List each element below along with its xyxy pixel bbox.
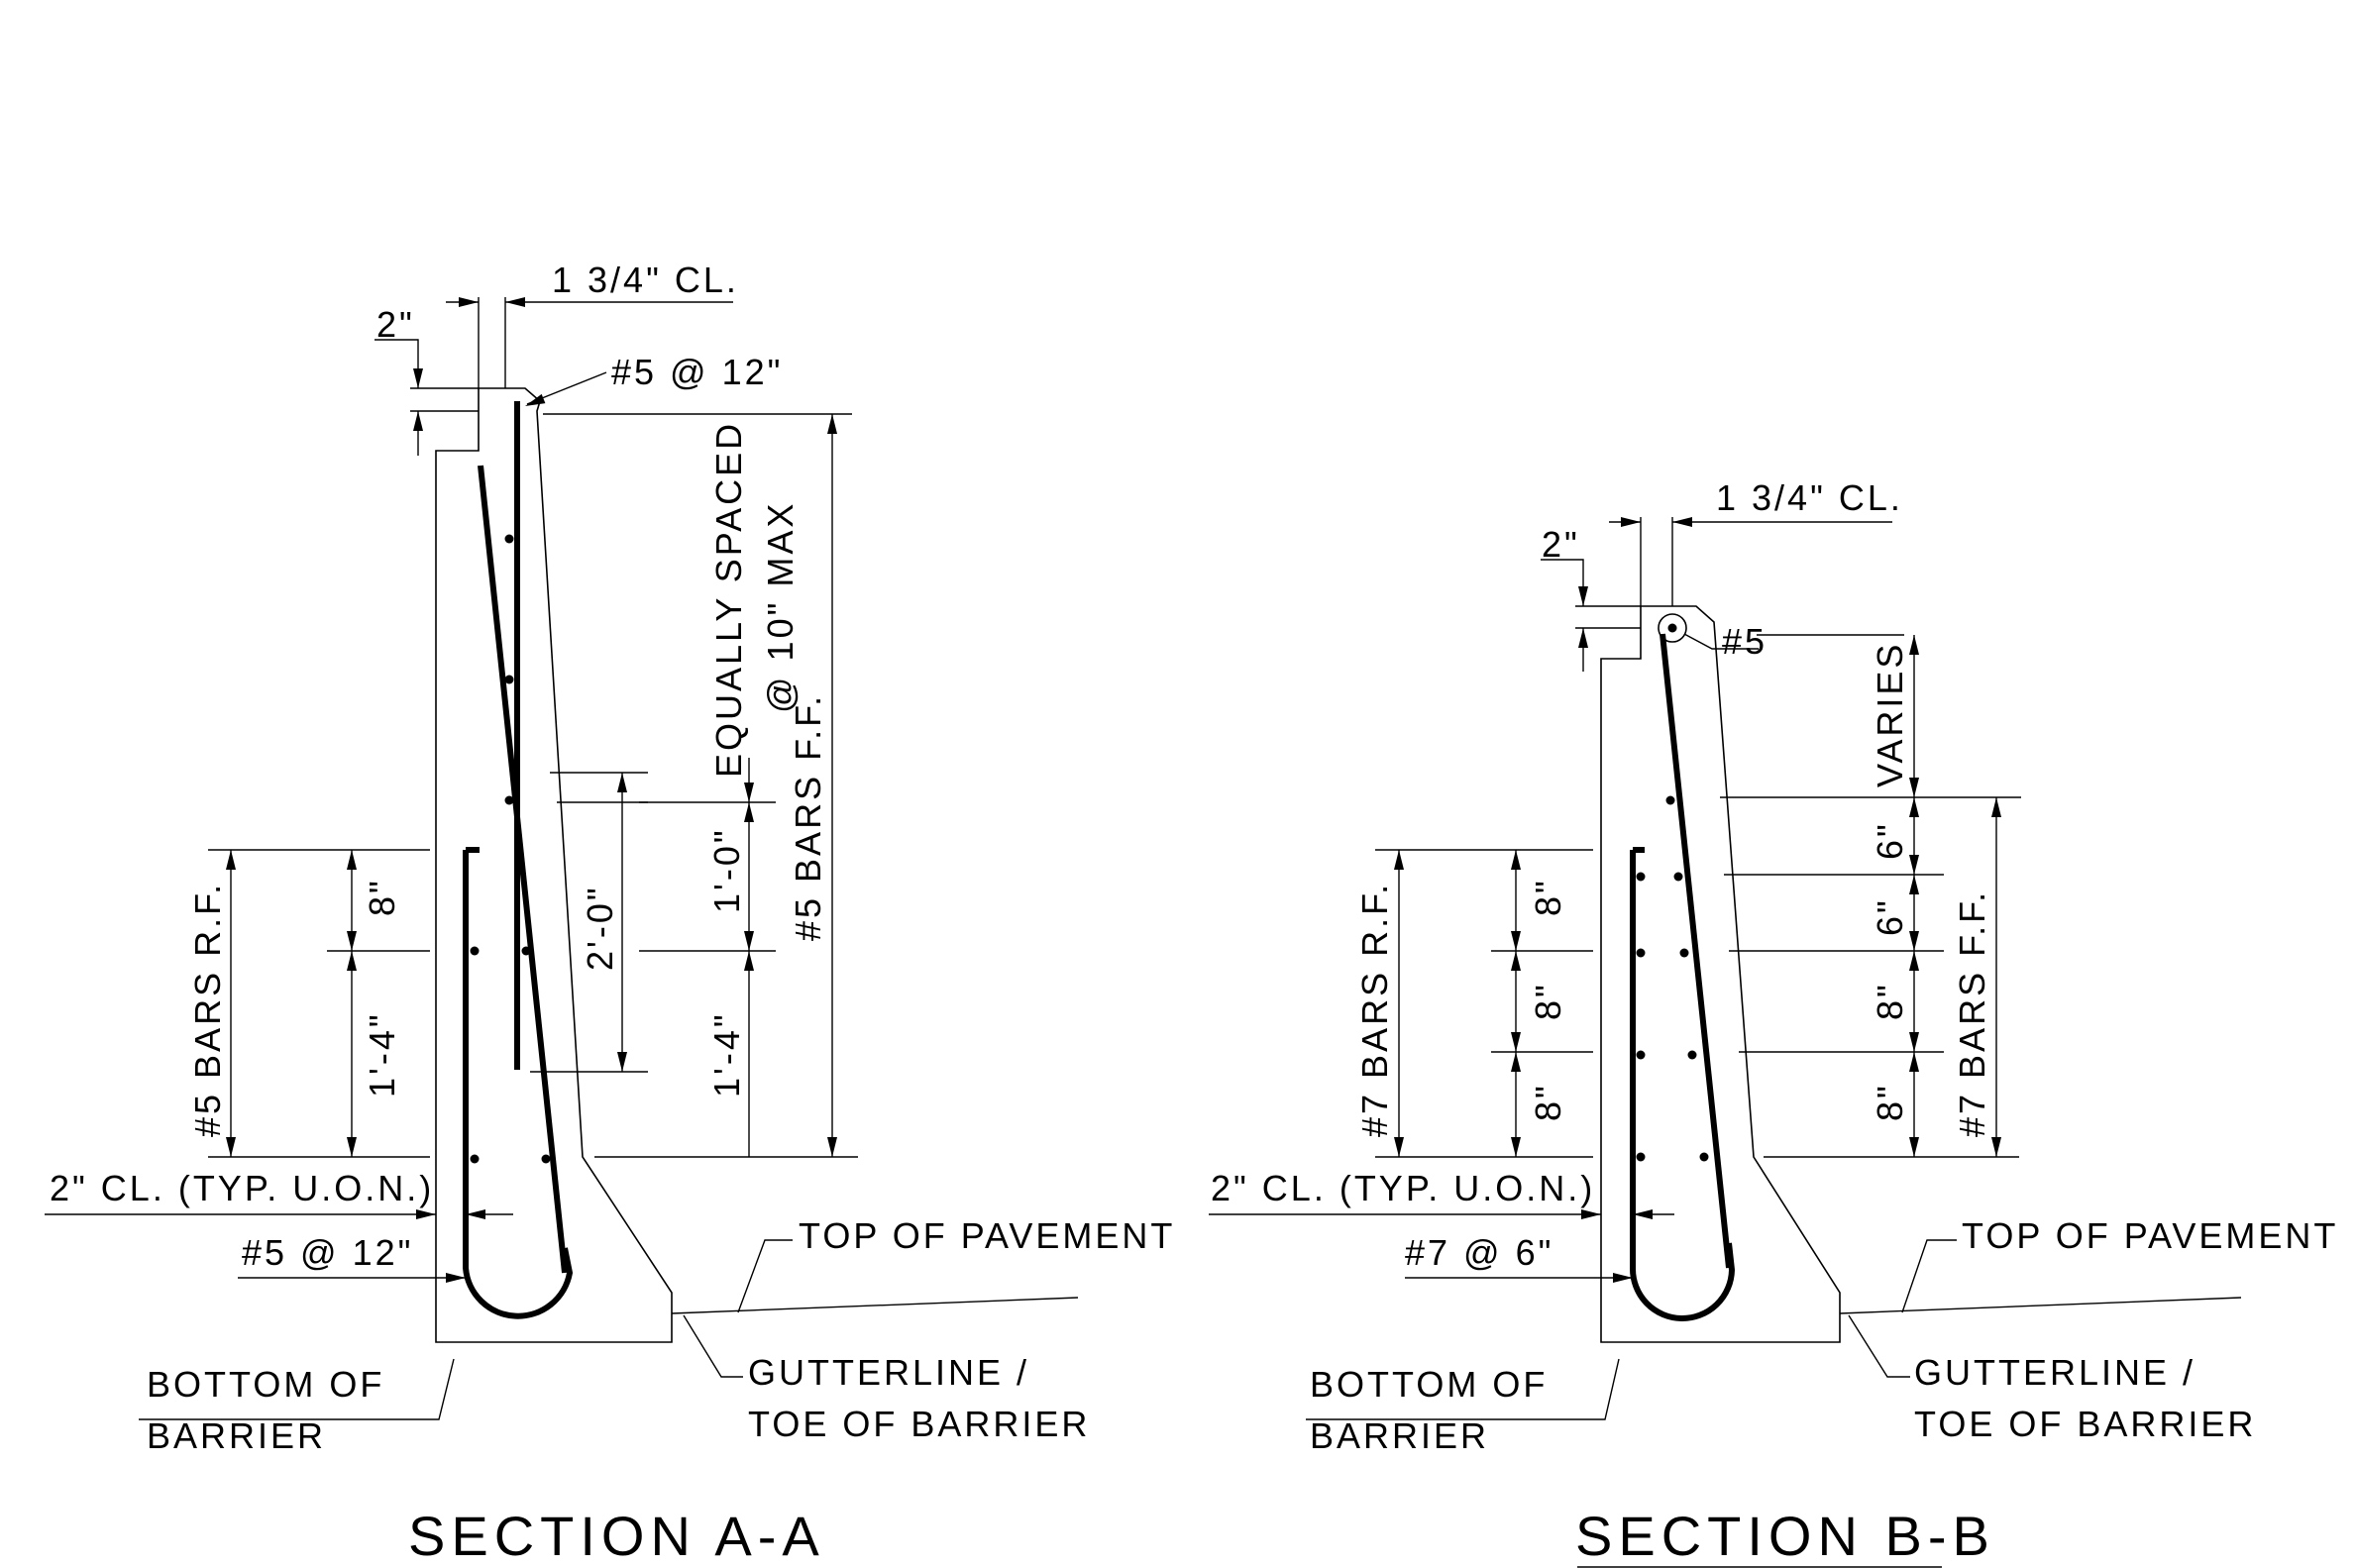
stirrup-label-a: #5 @ 12" — [242, 1232, 413, 1273]
rebar-dots-b — [1636, 795, 1709, 1162]
dim-6b-label-b: 6" — [1870, 897, 1910, 936]
bottom-of-barrier-2-a: BARRIER — [147, 1415, 326, 1456]
dim-8b-label-b: 8" — [1528, 982, 1568, 1020]
dim-1-4-right-label-a: 1'-4" — [706, 1011, 747, 1098]
bottom-of-barrier-1-b: BOTTOM OF — [1310, 1364, 1548, 1405]
bottom-of-barrier-2-b: BARRIER — [1310, 1415, 1489, 1456]
ff-bars-label-b: #7 BARS F.F. — [1952, 889, 1992, 1137]
section-a: 1 3/4" CL. 2" #5 @ 12" EQUALLY SPACED @ … — [45, 260, 1175, 1567]
barrier-outline-b — [1600, 605, 1841, 1343]
dim-2-0-label-a: 2'-0" — [580, 885, 620, 971]
rebar-dots-a — [470, 534, 551, 1164]
top-of-pavement-b: TOP OF PAVEMENT — [1962, 1215, 2338, 1256]
clear-note-a: 2" CL. (TYP. U.O.N.) — [50, 1168, 434, 1208]
dim-8e-label-b: 8" — [1870, 1083, 1910, 1121]
dim-6a-label-b: 6" — [1870, 821, 1910, 860]
rf-bars-label-a: #5 BARS R.F. — [187, 882, 228, 1137]
cover-label-a: 1 3/4" CL. — [552, 260, 739, 300]
dim-2in-label-a: 2" — [376, 304, 415, 345]
clear-note-b: 2" CL. (TYP. U.O.N.) — [1211, 1168, 1595, 1208]
equally-spaced-max-label-a: @ 10" MAX — [760, 501, 801, 713]
dim-2in-label-b: 2" — [1542, 524, 1580, 565]
bottom-of-barrier-1-a: BOTTOM OF — [147, 1364, 384, 1405]
dim-8d-label-b: 8" — [1870, 982, 1910, 1020]
barrier-outline-a — [435, 387, 673, 1343]
dim-1-0-label-a: 1'-0" — [706, 827, 747, 913]
equally-spaced-label-a: EQUALLY SPACED — [708, 421, 749, 778]
gutterline-1-a: GUTTERLINE / — [748, 1352, 1029, 1393]
sloped-bar-b — [1660, 633, 1732, 1269]
top-bar-label-b: #5 — [1722, 621, 1767, 662]
stirrup-a — [463, 850, 574, 1319]
top-of-pavement-a: TOP OF PAVEMENT — [799, 1215, 1175, 1256]
dim-8-label-a: 8" — [362, 878, 402, 916]
dim-1-4-left-label-a: 1'-4" — [362, 1011, 402, 1098]
gutterline-2-b: TOE OF BARRIER — [1914, 1404, 2256, 1444]
section-b: 1 3/4" CL. 2" #5 VARIES 6" 6" 8" 8" #7 B… — [1209, 477, 2338, 1568]
stirrup-b — [1629, 850, 1736, 1321]
gutterline-1-b: GUTTERLINE / — [1914, 1352, 2195, 1393]
top-bar-label-a: #5 @ 12" — [611, 352, 783, 392]
varies-label-b: VARIES — [1870, 642, 1910, 787]
stirrup-label-b: #7 @ 6" — [1405, 1232, 1553, 1273]
dim-8c-label-b: 8" — [1528, 1083, 1568, 1121]
rf-bars-label-b: #7 BARS R.F. — [1354, 882, 1395, 1137]
gutterline-2-a: TOE OF BARRIER — [748, 1404, 1090, 1444]
section-b-title: SECTION B-B — [1575, 1505, 1995, 1567]
sloped-bar-a — [478, 465, 568, 1274]
dim-8a-label-b: 8" — [1528, 878, 1568, 916]
section-a-title: SECTION A-A — [408, 1505, 825, 1567]
cover-label-b: 1 3/4" CL. — [1716, 477, 1903, 518]
top-bar-circle-b — [1658, 613, 1687, 643]
ff-bars-label-a: #5 BARS F.F. — [788, 693, 828, 941]
